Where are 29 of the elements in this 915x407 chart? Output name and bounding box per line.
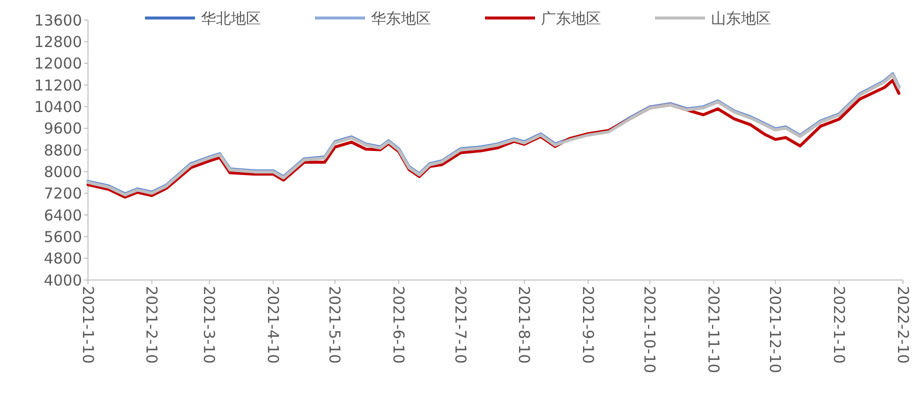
legend-label: 山东地区 (711, 9, 771, 28)
y-tick-label: 13600 (34, 11, 82, 30)
x-tick-label: 2022-2-10 (894, 286, 912, 364)
x-tick-label: 2021-3-10 (200, 286, 218, 364)
x-tick-label: 2021-9-10 (578, 286, 597, 364)
legend-label: 华东地区 (371, 9, 431, 28)
x-tick-label: 2021-7-10 (451, 286, 470, 364)
x-tick-label: 2021-8-10 (515, 286, 534, 364)
legend-label: 广东地区 (541, 9, 601, 28)
x-tick-label: 2021-11-10 (704, 286, 722, 374)
x-tick-label: 2021-10-10 (640, 286, 659, 374)
y-tick-label: 8800 (44, 141, 82, 160)
x-tick-label: 2022-1-10 (830, 286, 848, 364)
legend-label: 华北地区 (201, 9, 261, 28)
y-tick-label: 10400 (34, 98, 82, 116)
y-tick-label: 5600 (44, 228, 82, 246)
x-tick-label: 2021-4-10 (264, 286, 282, 364)
x-tick-label: 2021-5-10 (326, 286, 344, 364)
x-tick-label: 2021-2-10 (142, 286, 161, 364)
y-tick-label: 7200 (44, 184, 82, 203)
y-tick-label: 12000 (34, 54, 82, 73)
y-tick-label: 8000 (44, 162, 82, 181)
y-tick-label: 9600 (44, 120, 82, 138)
y-tick-label: 6400 (44, 206, 82, 224)
y-tick-label: 12800 (34, 32, 82, 51)
y-tick-label: 11200 (34, 76, 82, 94)
x-tick-label: 2021-6-10 (390, 286, 408, 364)
y-tick-label: 4800 (44, 250, 82, 268)
x-tick-label: 2021-12-10 (766, 286, 784, 374)
